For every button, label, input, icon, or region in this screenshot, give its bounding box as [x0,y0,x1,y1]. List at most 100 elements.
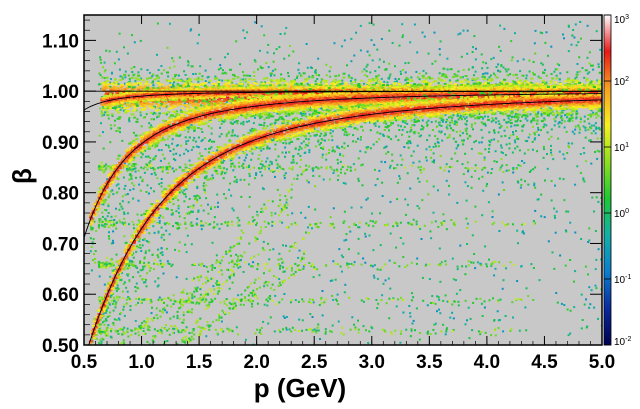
streak-bin [475,297,478,300]
noise-bin [132,131,135,134]
halo-bin [369,129,372,132]
halo-bin [556,114,559,117]
halo-bin [219,126,222,129]
halo-bin [309,135,312,138]
diagonal-streak-bin [101,337,103,340]
streak-bin [440,224,443,226]
band-bin [432,99,436,102]
noise-bin [418,338,421,341]
diagonal-streak-bin [185,213,187,216]
halo-bin [321,153,324,156]
halo-bin [401,133,403,136]
noise-bin [196,194,199,197]
noise-bin [278,46,281,49]
diagonal-streak-bin [201,326,204,329]
noise-bin [401,36,404,39]
diagonal-streak-bin [281,206,284,209]
halo-bin [302,113,304,116]
noise-bin [121,139,124,142]
noise-bin [584,265,587,268]
halo-bin [280,167,283,170]
noise-bin [527,183,530,186]
noise-bin [236,135,239,138]
noise-bin [572,29,575,31]
streak-bin [242,167,245,169]
streak-bin [497,299,500,302]
halo-bin [213,104,216,107]
halo-bin [139,111,142,114]
halo-bin [266,125,269,128]
halo-bin [498,168,501,171]
halo-bin [556,110,558,113]
streak-bin [121,333,124,336]
streak-bin [226,327,229,330]
streak-bin [141,298,144,301]
noise-bin [125,286,128,289]
halo-bin [457,118,460,121]
diagonal-streak-bin [203,327,206,330]
streak-bin [176,223,179,226]
noise-bin [223,159,226,162]
halo-bin [150,118,153,121]
halo-bin [135,282,138,285]
diagonal-streak-bin [271,200,274,203]
halo-bin [541,81,544,84]
halo-bin [548,106,551,109]
noise-bin [359,24,362,27]
noise-bin [160,65,163,67]
noise-bin [519,70,522,73]
halo-bin [428,145,431,148]
halo-bin [583,152,586,155]
noise-bin [481,67,484,70]
noise-bin [534,209,537,212]
streak-bin [185,328,188,331]
noise-bin [118,32,121,35]
streak-bin [486,265,488,268]
diagonal-streak-bin [243,251,246,254]
diagonal-streak-bin [199,274,202,277]
noise-bin [367,342,370,345]
diagonal-streak-bin [267,281,270,284]
streak-bin [402,299,405,302]
halo-bin [590,80,593,83]
streak-bin [316,268,319,271]
streak-bin [521,223,523,226]
halo-bin [416,144,419,147]
halo-bin [108,302,111,305]
halo-bin [434,60,437,63]
noise-bin [554,116,557,119]
streak-bin [168,262,171,265]
diagonal-streak-bin [277,205,280,208]
noise-bin [534,186,537,189]
noise-bin [225,133,228,136]
halo-bin [140,269,143,272]
halo-bin [197,76,200,79]
noise-bin [119,127,121,130]
streak-bin [223,302,226,305]
noise-bin [466,319,468,322]
noise-bin [439,312,442,315]
halo-bin [475,117,478,119]
streak-bin [105,223,108,226]
halo-bin [579,171,582,174]
diagonal-streak-bin [260,207,263,210]
diagonal-streak-bin [203,294,206,297]
streak-bin [315,331,318,334]
diagonal-streak-bin [214,267,216,269]
streak-bin [184,330,187,333]
halo-bin [550,153,553,156]
noise-bin [124,184,127,187]
noise-bin [357,177,360,180]
halo-bin [112,292,114,295]
halo-bin [100,342,103,345]
noise-bin [593,306,596,309]
streak-bin [357,331,360,334]
halo-bin [185,251,188,254]
halo-bin [319,142,322,144]
streak-bin [135,297,138,300]
streak-bin [313,266,316,269]
halo-bin [151,81,154,84]
halo-bin [118,118,121,120]
halo-bin [390,138,393,141]
noise-bin [542,156,545,159]
